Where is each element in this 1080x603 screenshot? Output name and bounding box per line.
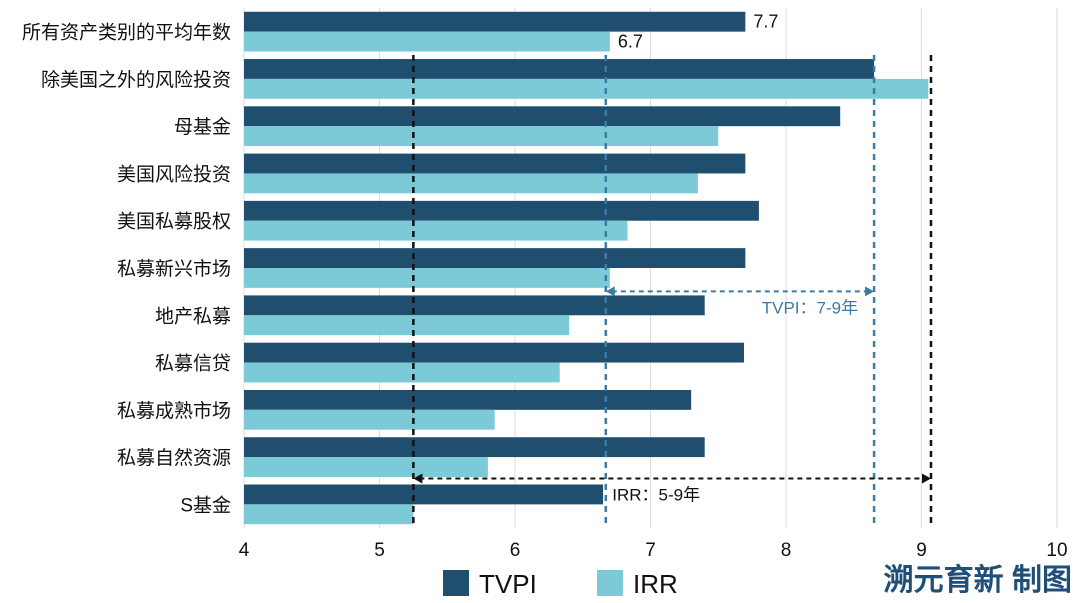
- bar-irr-6: [244, 315, 570, 336]
- range-annotations: TVPI：7-9年 IRR：5-9年: [413, 286, 931, 505]
- bar-irr-4: [244, 220, 628, 241]
- legend-swatch-tvpi: [443, 570, 469, 596]
- bar-irr-1: [244, 78, 929, 99]
- category-label-1: 除美国之外的风险投资: [41, 69, 231, 91]
- reference-lines: [412, 55, 933, 528]
- x-tick-label-6: 6: [510, 540, 521, 561]
- bar-irr-10: [244, 504, 414, 525]
- bar-tvpi-4: [244, 200, 759, 221]
- legend-label-irr: IRR: [633, 569, 678, 599]
- category-label-4: 美国私募股权: [117, 211, 231, 233]
- bar-tvpi-8: [244, 389, 692, 410]
- bar-tvpi-6: [244, 295, 705, 316]
- data-label-irr-0: 6.7: [618, 32, 643, 52]
- annotation-arrowhead-right-1: [921, 473, 931, 484]
- category-label-7: 私募信贷: [155, 353, 231, 375]
- category-label-3: 美国风险投资: [117, 163, 231, 185]
- x-tick-label-10: 10: [1046, 540, 1067, 561]
- bar-tvpi-5: [244, 248, 746, 268]
- legend-swatch-irr: [597, 570, 623, 596]
- bar-irr-2: [244, 126, 719, 147]
- bar-tvpi-10: [244, 484, 604, 505]
- bar-tvpi-0: [244, 11, 746, 32]
- bar-tvpi-7: [244, 342, 744, 363]
- bar-irr-8: [244, 409, 495, 430]
- bars: [244, 11, 929, 525]
- category-label-2: 母基金: [174, 116, 231, 138]
- bar-tvpi-2: [244, 106, 841, 127]
- legend: TVPI IRR: [443, 569, 678, 599]
- x-tick-labels: 4 5 6 7 8 9 10: [239, 540, 1068, 561]
- x-tick-label-4: 4: [239, 540, 250, 561]
- category-label-10: S基金: [180, 494, 231, 516]
- bar-tvpi-9: [244, 437, 705, 458]
- annotation-arrowhead-left-0: [605, 286, 615, 297]
- annotation-label-1: IRR：5-9年: [612, 486, 700, 505]
- category-label-9: 私募自然资源: [117, 447, 231, 469]
- category-label-6: 地产私募: [155, 305, 231, 327]
- bar-irr-7: [244, 362, 560, 383]
- annotation-arrowhead-right-0: [865, 286, 875, 297]
- annotation-label-0: TVPI：7-9年: [762, 298, 858, 317]
- x-tick-label-8: 8: [781, 540, 792, 561]
- brand-caption: 溯元育新 制图: [884, 563, 1072, 597]
- x-tick-label-5: 5: [374, 540, 385, 561]
- category-label-0: 所有资产类别的平均年数: [22, 22, 231, 44]
- category-label-8: 私募成熟市场: [117, 400, 231, 422]
- legend-label-tvpi: TVPI: [479, 569, 537, 599]
- data-labels: 7.7 6.7: [618, 12, 779, 52]
- bar-tvpi-3: [244, 153, 746, 174]
- bar-irr-3: [244, 173, 698, 194]
- bar-irr-9: [244, 457, 488, 477]
- bar-tvpi-1: [244, 59, 875, 79]
- annotation-arrowhead-left-1: [413, 473, 423, 484]
- bar-irr-0: [244, 31, 610, 52]
- category-labels: 所有资产类别的平均年数除美国之外的风险投资母基金美国风险投资美国私募股权私募新兴…: [22, 22, 231, 517]
- bar-irr-5: [244, 268, 610, 288]
- data-label-tvpi-0: 7.7: [753, 12, 778, 32]
- category-label-5: 私募新兴市场: [117, 258, 231, 280]
- x-tick-label-7: 7: [645, 540, 656, 561]
- x-tick-label-9: 9: [916, 540, 927, 561]
